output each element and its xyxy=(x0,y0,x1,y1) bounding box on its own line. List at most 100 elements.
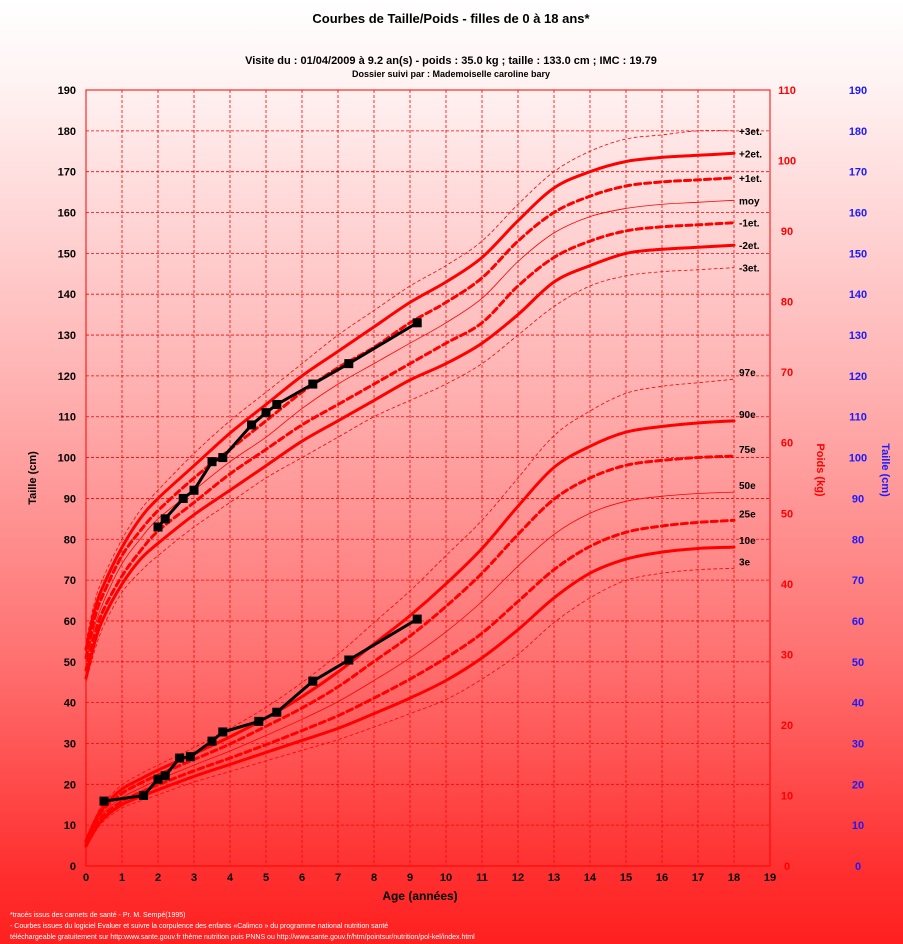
x-tick-label: 16 xyxy=(656,872,668,884)
patient-height-point xyxy=(308,379,318,389)
y-tick-label-right-height: 190 xyxy=(849,85,867,97)
patient-height-point xyxy=(207,457,217,467)
x-tick-label: 2 xyxy=(155,872,161,884)
height-reference-label: +3et. xyxy=(739,127,762,138)
y-tick-label-left: 10 xyxy=(64,820,76,832)
height-reference-label: moy xyxy=(739,196,760,207)
height-reference-line xyxy=(84,176,736,660)
patient-weight-point xyxy=(153,774,163,784)
plot-area xyxy=(85,89,771,867)
y-tick-label-weight: 50 xyxy=(781,508,793,520)
height-reference-line xyxy=(84,221,736,672)
height-reference-line xyxy=(84,151,736,651)
weight-reference-label: 50e xyxy=(739,481,756,492)
weight-reference-line xyxy=(85,491,735,844)
curve-labels: +3et. +2et. +1et. moy -1et. -2et. -3et. 97e 90e 7… xyxy=(739,127,762,568)
weight-reference-label: 10e xyxy=(739,536,756,547)
patient-height-line xyxy=(156,321,418,528)
y-tick-label-left: 40 xyxy=(64,698,76,710)
y-tick-label-weight: 80 xyxy=(781,297,793,309)
height-reference-curves xyxy=(84,130,736,683)
weight-reference-label: 97e xyxy=(739,368,756,379)
height-reference-line xyxy=(85,199,735,663)
y-tick-label-left: 0 xyxy=(70,861,76,873)
weight-reference-line xyxy=(84,419,736,843)
x-tick-label: 14 xyxy=(584,872,597,884)
y-tick-label-left: 190 xyxy=(58,85,76,97)
height-reference-label: -3et. xyxy=(739,264,760,275)
weight-reference-line xyxy=(85,378,735,840)
weight-reference-curves xyxy=(84,378,736,849)
x-tick-label: 11 xyxy=(476,872,488,884)
y-axis-label-left: Taille (cm) xyxy=(27,451,39,505)
y-axis-label-weight: Poids (kg) xyxy=(814,443,826,497)
y-tick-label-right-height: 10 xyxy=(852,820,864,832)
height-reference-line xyxy=(85,130,735,642)
y-tick-label-left: 30 xyxy=(64,738,76,750)
patient-curves xyxy=(99,318,422,806)
y-tick-label-right-height: 60 xyxy=(852,616,864,628)
y-tick-label-weight: 70 xyxy=(781,367,793,379)
x-tick-label: 9 xyxy=(407,872,413,884)
y-tick-label-left: 160 xyxy=(58,208,76,220)
weight-reference-line xyxy=(84,454,736,844)
patient-height-point xyxy=(153,522,163,532)
y-tick-label-left: 20 xyxy=(64,779,76,791)
y-tick-label-left: 100 xyxy=(58,453,76,465)
y-tick-label-right-height: 20 xyxy=(852,779,864,791)
chart-subtitle: Visite du : 01/04/2009 à 9.2 an(s) - poi… xyxy=(245,55,657,67)
y-tick-label-right-height: 120 xyxy=(849,371,867,383)
x-tick-label: 18 xyxy=(728,872,740,884)
patient-weight-point xyxy=(218,727,228,737)
height-reference-line xyxy=(85,267,735,683)
y-axis-label-right-height: Taille (cm) xyxy=(879,443,891,497)
y-tick-label-right-height: 140 xyxy=(849,289,867,301)
height-reference-line xyxy=(84,243,736,680)
y-tick-label-left: 170 xyxy=(58,167,76,179)
x-tick-label: 8 xyxy=(371,872,377,884)
y-tick-label-left: 150 xyxy=(58,248,76,260)
patient-height-point xyxy=(344,359,354,369)
patient-height-point xyxy=(261,408,271,418)
y-tick-label-right-height: 180 xyxy=(849,126,867,138)
y-tick-label-left: 180 xyxy=(58,126,76,138)
y-tick-label-right-height: 130 xyxy=(849,330,867,342)
patient-weight-point xyxy=(308,676,318,686)
x-tick-label: 12 xyxy=(512,872,524,884)
patient-weight-point xyxy=(272,707,282,717)
x-tick-label: 17 xyxy=(692,872,704,884)
patient-weight-point xyxy=(207,736,217,746)
weight-reference-label: 75e xyxy=(739,445,756,456)
y-tick-label-left: 130 xyxy=(58,330,76,342)
y-tick-label-right-height: 0 xyxy=(855,861,861,873)
x-tick-label: 10 xyxy=(440,872,452,884)
x-tick-label: 7 xyxy=(335,872,341,884)
y-tick-label-left: 50 xyxy=(64,657,76,669)
y-tick-label-weight: 100 xyxy=(778,156,796,168)
x-tick-label: 0 xyxy=(83,872,89,884)
y-tick-label-right-height: 40 xyxy=(852,698,864,710)
x-tick-label: 5 xyxy=(263,872,269,884)
y-tick-label-weight: 110 xyxy=(778,85,796,97)
y-tick-label-weight: 60 xyxy=(781,438,793,450)
patient-height-point xyxy=(272,399,282,409)
y-tick-label-right-height: 50 xyxy=(852,657,864,669)
y-tick-label-weight: 10 xyxy=(781,790,793,802)
weight-reference-label: 3e xyxy=(739,557,751,568)
height-reference-label: -1et. xyxy=(739,219,760,230)
y-tick-label-right-height: 30 xyxy=(852,738,864,750)
y-tick-label-right-height: 110 xyxy=(849,412,867,424)
weight-reference-line xyxy=(85,567,735,849)
x-tick-label: 19 xyxy=(764,872,776,884)
y-tick-label-left: 140 xyxy=(58,289,76,301)
x-tick-label: 4 xyxy=(227,872,234,884)
patient-height-point xyxy=(189,485,199,495)
patient-weight-point xyxy=(160,771,170,781)
patient-height-point xyxy=(247,420,257,430)
y-tick-label-right-height: 90 xyxy=(852,493,864,505)
footnote-2: - Courbes issues du logiciel Evaluer et … xyxy=(10,923,388,930)
patient-weight-point xyxy=(185,752,195,762)
chart-title: Courbes de Taille/Poids - filles de 0 à … xyxy=(312,11,590,26)
